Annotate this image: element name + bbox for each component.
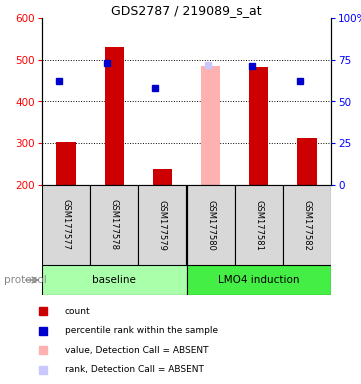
Text: GSM177580: GSM177580 [206, 200, 215, 250]
Title: GDS2787 / 219089_s_at: GDS2787 / 219089_s_at [111, 4, 262, 17]
Bar [105, 47, 124, 185]
Bar [187, 265, 331, 295]
Bar [90, 185, 138, 265]
Text: GSM177579: GSM177579 [158, 200, 167, 250]
Text: LMO4 induction: LMO4 induction [218, 275, 300, 285]
Bar [283, 185, 331, 265]
Text: protocol: protocol [4, 275, 46, 285]
Text: percentile rank within the sample: percentile rank within the sample [65, 326, 218, 335]
Bar [249, 67, 268, 185]
Text: GSM177578: GSM177578 [110, 200, 119, 250]
Text: GSM177577: GSM177577 [62, 200, 71, 250]
Bar [187, 185, 235, 265]
Text: rank, Detection Call = ABSENT: rank, Detection Call = ABSENT [65, 365, 204, 374]
Text: baseline: baseline [92, 275, 136, 285]
Bar [201, 66, 220, 185]
Bar [153, 169, 172, 185]
Bar [235, 185, 283, 265]
Text: GSM177581: GSM177581 [254, 200, 263, 250]
Bar [56, 142, 76, 185]
Bar [297, 138, 317, 185]
Text: value, Detection Call = ABSENT: value, Detection Call = ABSENT [65, 346, 209, 355]
Bar [42, 265, 187, 295]
Bar [138, 185, 187, 265]
Text: GSM177582: GSM177582 [303, 200, 312, 250]
Bar [42, 185, 90, 265]
Text: count: count [65, 306, 91, 316]
